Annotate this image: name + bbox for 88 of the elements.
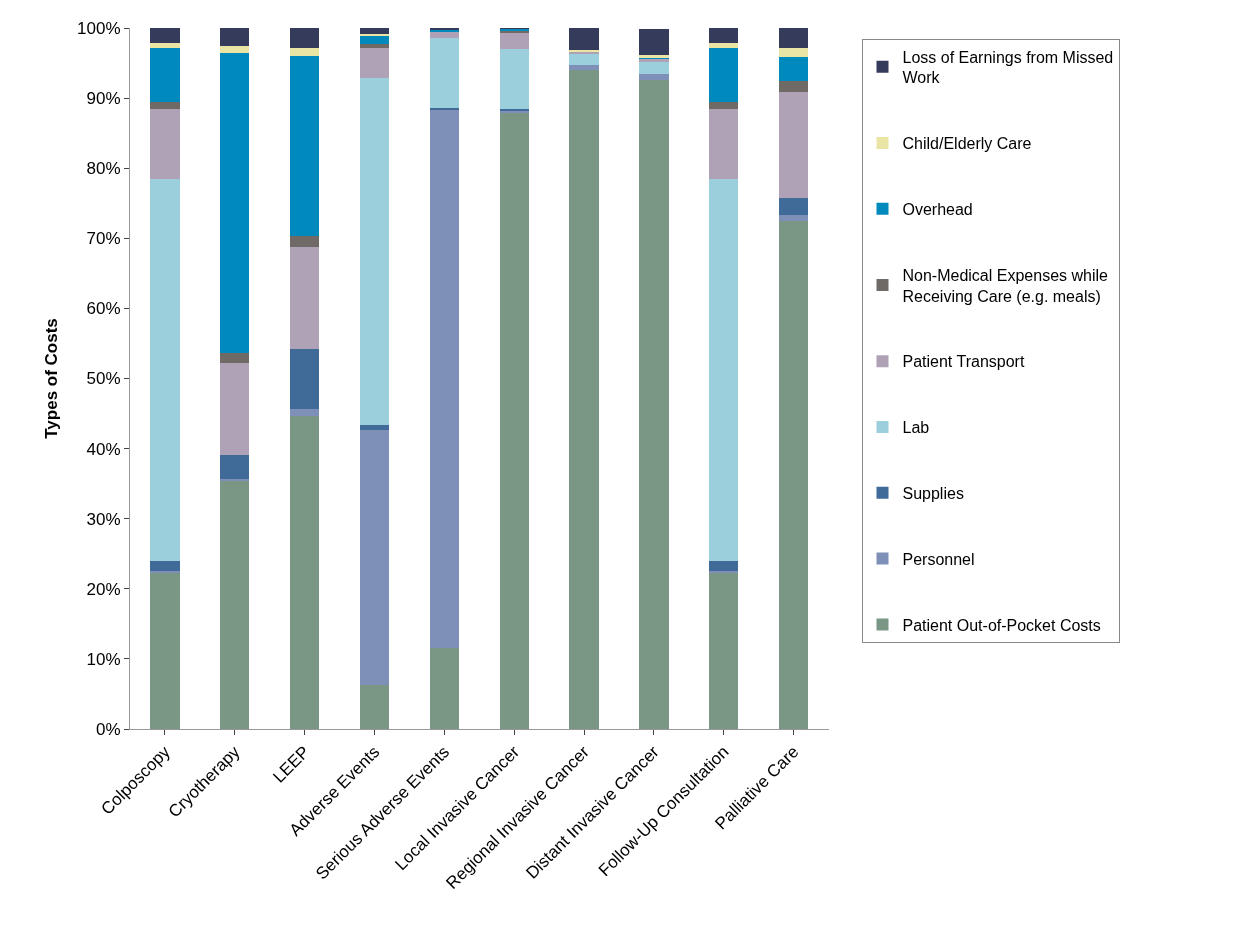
y-tick-label: 80%: [86, 159, 121, 179]
legend-label: Supplies: [902, 485, 964, 503]
bar: [709, 47, 739, 103]
bar: [359, 44, 390, 48]
bar: [220, 46, 250, 54]
bar: [429, 648, 459, 729]
bar: [639, 28, 669, 55]
bar: [709, 28, 739, 43]
bar: [289, 349, 320, 409]
bar: [429, 107, 459, 110]
bar: [289, 56, 320, 237]
legend-label: Non-Medical Expenses while Receiving Care (e.g. meals): [902, 266, 1109, 305]
bar: [220, 53, 250, 354]
y-tick-label: 20%: [86, 579, 121, 599]
y-tick-label: 50%: [86, 369, 121, 389]
bar: [778, 28, 809, 49]
bar: [709, 42, 739, 48]
bar: [778, 80, 809, 93]
bar: [778, 48, 809, 58]
y-tick-label: 40%: [86, 439, 121, 459]
bar: [778, 92, 809, 199]
legend-label: Loss of Earnings from Missed Work: [902, 48, 1114, 87]
bar: [359, 28, 390, 35]
bar: [569, 65, 599, 71]
bar: [778, 215, 809, 221]
bar: [639, 74, 669, 80]
bar: [709, 179, 739, 561]
bar: [429, 31, 459, 38]
bar: [639, 61, 669, 75]
y-tick-label: 0%: [96, 719, 121, 739]
bar: [289, 28, 320, 49]
bar: [778, 198, 809, 216]
y-axis-title: Types of Costs: [41, 318, 61, 439]
bar: [359, 684, 390, 729]
bar: [709, 102, 739, 110]
y-tick-label: 30%: [86, 509, 121, 529]
bar: [569, 53, 599, 66]
bar: [359, 47, 390, 79]
legend-label: Child/Elderly Care: [902, 135, 1032, 153]
bar: [220, 28, 250, 47]
y-tick-label: 70%: [86, 229, 121, 249]
bar: [429, 109, 459, 649]
bar: [499, 32, 529, 50]
bar: [499, 112, 529, 729]
bar: [359, 430, 390, 685]
legend-label: Patient Out-of-Pocket Costs: [902, 616, 1101, 634]
bar: [289, 408, 320, 416]
bar: [359, 425, 390, 431]
bar: [150, 47, 180, 103]
y-tick-label: 90%: [86, 89, 121, 109]
bar: [569, 28, 599, 50]
bar: [150, 28, 180, 43]
y-tick-label: 100%: [77, 18, 121, 38]
bar: [220, 480, 250, 729]
bar: [709, 109, 739, 180]
bar: [499, 49, 529, 109]
bar: [359, 78, 390, 426]
bar: [289, 246, 320, 350]
y-tick-label: 60%: [86, 299, 121, 319]
bar: [639, 54, 669, 59]
bar: [150, 571, 180, 574]
bar: [709, 571, 739, 574]
bar: [150, 42, 180, 48]
bar: [150, 179, 180, 561]
bar: [639, 79, 669, 729]
bar: [220, 454, 250, 479]
bar: [289, 415, 320, 729]
bar: [429, 37, 459, 108]
bar: [289, 48, 320, 57]
bar: [150, 560, 180, 572]
y-tick-label: 10%: [86, 649, 121, 669]
legend-label: Lab: [902, 419, 930, 437]
bar: [359, 34, 390, 37]
bar: [150, 109, 180, 180]
bar: [220, 363, 250, 455]
bar: [778, 57, 809, 81]
bar: [220, 353, 250, 364]
legend-label: Overhead: [902, 201, 973, 219]
bar: [569, 70, 599, 729]
legend-label: Personnel: [902, 550, 975, 568]
bar: [289, 236, 320, 247]
bar: [709, 573, 739, 729]
bar: [150, 102, 180, 110]
legend-label: Patient Transport: [902, 353, 1025, 371]
bar: [709, 560, 739, 572]
bar: [150, 573, 180, 729]
bar: [359, 36, 390, 45]
bar: [778, 220, 809, 729]
